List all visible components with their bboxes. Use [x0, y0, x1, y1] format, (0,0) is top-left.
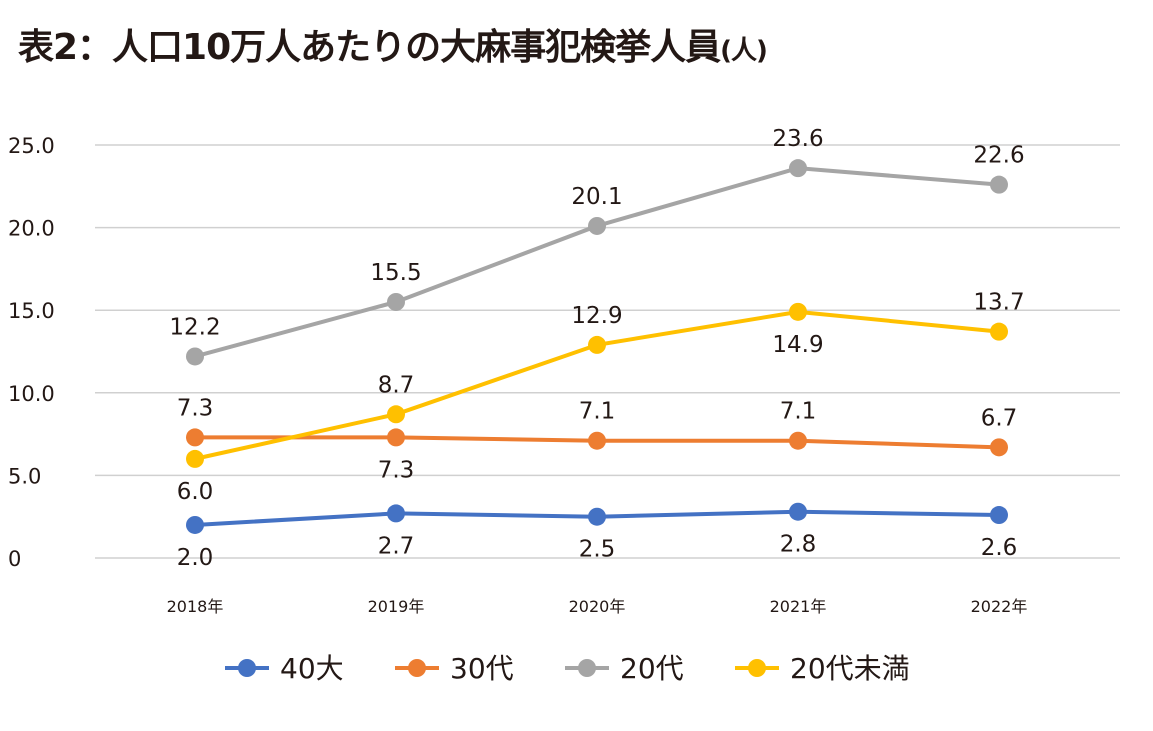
data-label: 2.8 — [780, 532, 817, 558]
legend-marker — [748, 659, 766, 677]
y-tick-label: 5.0 — [8, 464, 41, 488]
data-point — [588, 507, 606, 526]
data-label: 7.3 — [177, 395, 214, 421]
data-point — [387, 504, 405, 523]
data-point — [588, 431, 606, 450]
x-tick-label: 2018年 — [167, 597, 224, 616]
data-point — [588, 216, 606, 235]
data-point — [186, 347, 204, 366]
data-label: 22.6 — [973, 143, 1024, 169]
y-tick-label: 15.0 — [8, 299, 55, 323]
legend-marker — [578, 659, 596, 677]
y-tick-label: 10.0 — [8, 382, 55, 406]
chart-title: 表2：人口10万人あたりの大麻事犯検挙人員(人) — [18, 18, 768, 70]
legend-marker — [238, 659, 256, 677]
data-point — [186, 428, 204, 447]
data-label: 7.1 — [579, 399, 616, 425]
data-label: 2.0 — [177, 545, 214, 571]
data-label: 15.5 — [370, 260, 421, 286]
data-point — [186, 515, 204, 534]
legend-label: 20代未満 — [790, 652, 910, 685]
data-label: 7.1 — [780, 399, 817, 425]
legend-label: 20代 — [620, 652, 684, 685]
data-point — [588, 335, 606, 354]
data-label: 8.7 — [378, 372, 415, 398]
data-point — [186, 449, 204, 468]
data-label: 12.2 — [169, 314, 220, 340]
data-label: 20.1 — [571, 184, 622, 210]
data-label: 14.9 — [772, 332, 823, 358]
data-point — [990, 175, 1008, 194]
data-label: 7.3 — [378, 457, 415, 483]
data-label: 2.5 — [579, 537, 616, 563]
chart-unit: (人) — [720, 36, 768, 66]
legend-label: 40大 — [280, 652, 344, 685]
data-label: 6.0 — [177, 479, 214, 505]
data-label: 2.7 — [378, 533, 415, 559]
y-tick-label: 25.0 — [8, 134, 55, 158]
data-point — [990, 322, 1008, 341]
data-label: 23.6 — [772, 126, 823, 152]
data-point — [789, 302, 807, 321]
data-point — [990, 438, 1008, 457]
data-label: 13.7 — [973, 290, 1024, 316]
data-point — [387, 292, 405, 311]
data-point — [789, 159, 807, 178]
x-tick-label: 2019年 — [368, 597, 425, 616]
y-tick-label: 0 — [8, 547, 21, 571]
x-tick-label: 2022年 — [971, 597, 1028, 616]
data-point — [990, 506, 1008, 525]
x-tick-label: 2021年 — [770, 597, 827, 616]
x-tick-label: 2020年 — [569, 597, 626, 616]
chart-title-text: 表2：人口10万人あたりの大麻事犯検挙人員 — [18, 27, 721, 68]
legend-label: 30代 — [450, 652, 514, 685]
data-point — [789, 502, 807, 521]
legend-marker — [408, 659, 426, 677]
data-point — [387, 428, 405, 447]
y-tick-label: 20.0 — [8, 217, 55, 241]
data-label: 6.7 — [981, 405, 1018, 431]
data-label: 12.9 — [571, 303, 622, 329]
data-point — [789, 431, 807, 450]
data-label: 2.6 — [981, 535, 1018, 561]
data-point — [387, 405, 405, 424]
